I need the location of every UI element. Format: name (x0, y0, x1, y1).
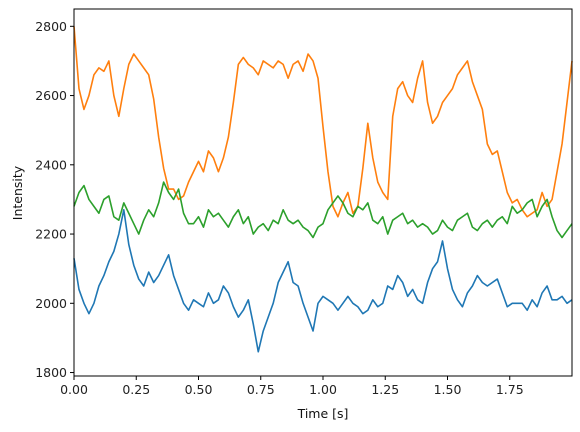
x-tick-label: 0.75 (247, 382, 275, 397)
y-tick-label: 2400 (35, 157, 67, 172)
y-tick-label: 2200 (35, 227, 67, 242)
x-tick-label: 0.00 (60, 382, 88, 397)
y-tick-label: 2600 (35, 88, 67, 103)
series-layer (73, 26, 573, 353)
x-tick-label: 0.50 (185, 382, 213, 397)
series-line-1 (73, 209, 573, 353)
x-tick-label: 1.50 (434, 382, 462, 397)
y-tick-label: 2800 (35, 19, 67, 34)
y-axis-title: Intensity (10, 165, 25, 220)
x-tick-label: 1.00 (309, 382, 337, 397)
series-line-2 (73, 26, 573, 218)
series-line-3 (73, 181, 573, 239)
y-tick-label: 1800 (35, 365, 67, 380)
y-tick-label: 2000 (35, 296, 67, 311)
x-tick-label: 1.25 (371, 382, 399, 397)
ticks-layer: 0.00 0.25 0.50 0.75 1.00 1.25 1.50 1.75 1800 2000… (35, 19, 523, 397)
plot-area (74, 9, 572, 376)
x-tick-label: 0.25 (122, 382, 150, 397)
x-axis-title: Time [s] (297, 406, 349, 421)
x-tick-label: 1.75 (496, 382, 524, 397)
